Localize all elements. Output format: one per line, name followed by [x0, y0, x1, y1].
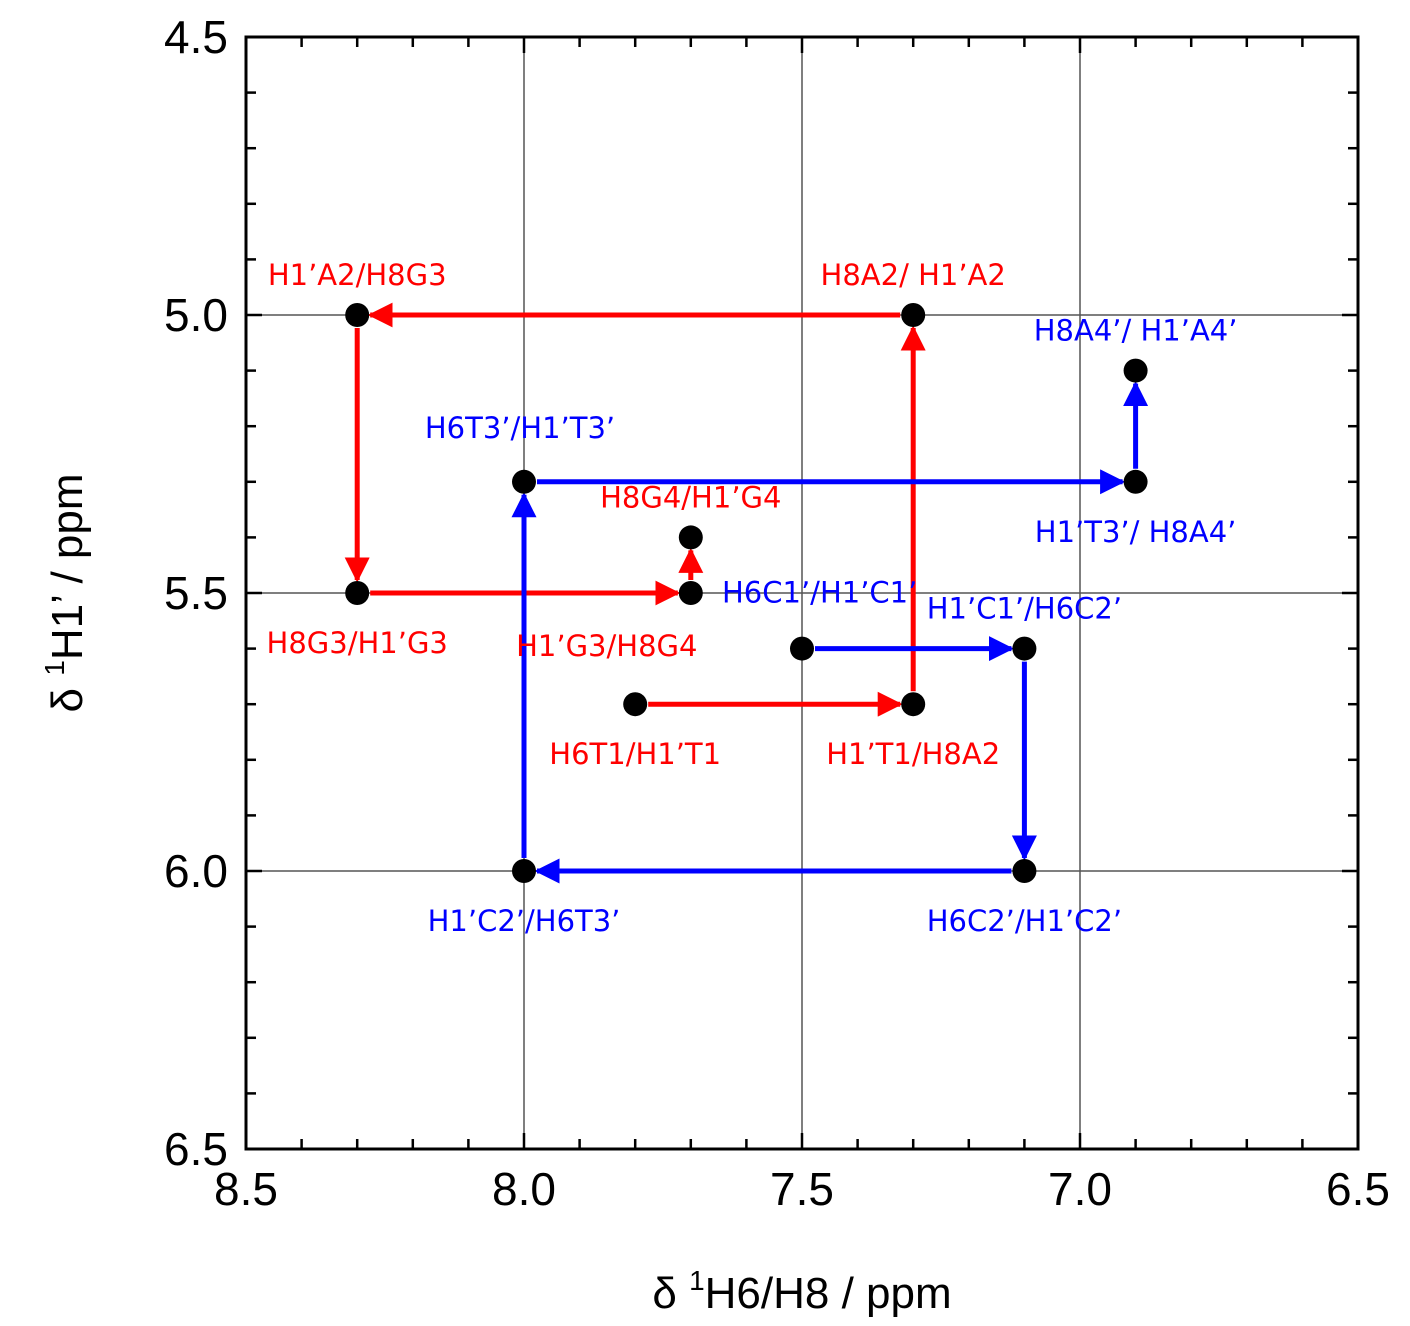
data-point: [623, 692, 648, 717]
data-point: [345, 303, 370, 327]
data-point: [512, 469, 536, 494]
x-axis-label-main: H6/H8 / ppm: [705, 1269, 952, 1318]
point-label: H8G4/H1’G4: [600, 480, 781, 514]
arrow-layer: [344, 302, 1149, 884]
data-point: [901, 303, 926, 327]
point-label: H6T3’/H1’T3’: [425, 411, 615, 445]
point-label: H6C1’/H1’C1’: [722, 576, 917, 610]
x-tick-label: 7.5: [770, 1163, 834, 1215]
point-label: H8A4’/ H1’A4’: [1034, 314, 1238, 348]
y-tick-label: 4.5: [164, 11, 228, 63]
point-label: H6T1/H1’T1: [549, 737, 721, 771]
data-point: [678, 581, 703, 605]
data-point: [345, 581, 370, 605]
point-label: H1’A2/H8G3: [268, 258, 447, 292]
y-tick-label: 6.0: [164, 845, 228, 897]
y-tick-label: 6.5: [164, 1123, 228, 1175]
data-point: [678, 525, 703, 550]
x-tick-label: 8.0: [492, 1163, 556, 1215]
point-label: H1’C2’/H6T3’: [428, 904, 621, 938]
y-tick-label: 5.5: [164, 567, 228, 619]
y-axis-label-sup: 1: [39, 660, 70, 676]
data-point: [1123, 358, 1148, 383]
x-tick-label: 7.0: [1048, 1163, 1112, 1215]
point-label: H6C2’/H1’C2’: [927, 904, 1122, 938]
x-axis-label-prefix: δ: [652, 1269, 689, 1318]
x-tick-label: 6.5: [1326, 1163, 1390, 1215]
x-tick-label: 8.5: [214, 1163, 278, 1215]
y-tick-label: 5.0: [164, 289, 228, 341]
data-point: [1012, 636, 1037, 661]
point-label: H1’T3’/ H8A4’: [1035, 515, 1237, 549]
y-axis-label-main: H1’ / ppm: [43, 474, 92, 661]
y-tick-labels: 4.5 5.0 5.5 6.0 6.5: [164, 11, 228, 1175]
data-point: [790, 636, 814, 661]
x-tick-labels: 8.5 8.0 7.5 7.0 6.5: [214, 1163, 1390, 1215]
point-label: H1’C1’/H6C2’: [927, 592, 1122, 626]
data-point: [1012, 859, 1037, 883]
x-axis-label-sup: 1: [689, 1265, 705, 1296]
point-label: H8A2/ H1’A2: [821, 258, 1006, 292]
data-point: [901, 692, 926, 717]
data-point: [512, 859, 536, 883]
y-axis-label: δ 1H1’ / ppm: [39, 474, 92, 713]
y-axis-label-prefix: δ: [43, 676, 92, 713]
plot-frame: [244, 35, 1360, 1151]
point-label: H8G3/H1’G3: [267, 626, 448, 660]
point-label: H1’G3/H8G4: [516, 629, 697, 663]
data-point: [1123, 469, 1148, 494]
point-label-layer: H1’A2/H8G3 H8A2/ H1’A2 H8G3/H1’G3 H1’G3/H8G…: [267, 258, 1238, 938]
point-label: H1’T1/H8A2: [826, 737, 1000, 771]
point-layer: [345, 303, 1148, 883]
x-axis-label: δ 1H6/H8 / ppm: [652, 1265, 951, 1318]
